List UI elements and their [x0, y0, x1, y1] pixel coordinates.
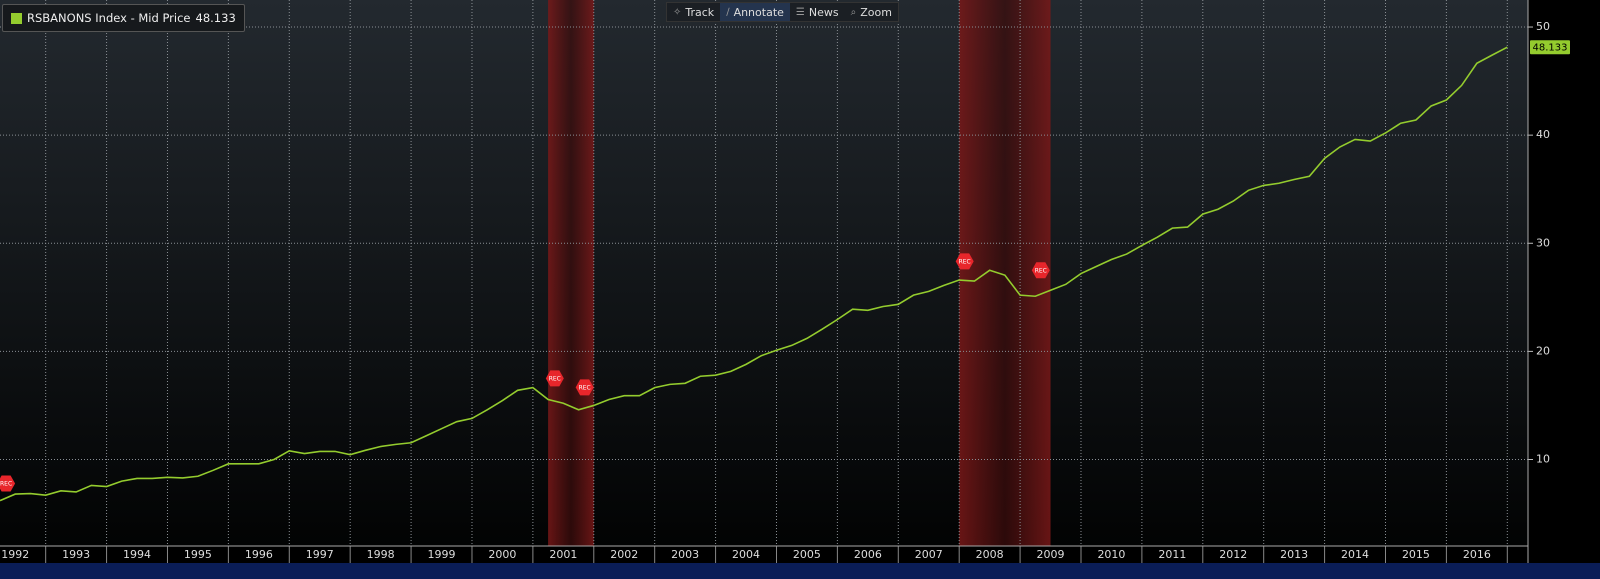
x-tick-label: 2015 [1402, 548, 1430, 561]
button-icon: ⌕ [850, 6, 857, 18]
x-tick-label: 2001 [549, 548, 577, 561]
rec-marker: REC [1031, 262, 1050, 279]
rec-label: REC [1035, 267, 1047, 274]
x-tick-label: 2012 [1219, 548, 1247, 561]
legend-swatch [11, 12, 22, 24]
button-icon: ✧ [673, 6, 682, 18]
rec-marker: REC [955, 253, 974, 270]
rec-shape [0, 475, 16, 492]
button-label: Annotate [733, 5, 784, 19]
x-tick-label: 1996 [245, 548, 273, 561]
rec-shape [1031, 262, 1050, 279]
recession-band [548, 0, 594, 546]
x-tick-label: 1997 [306, 548, 334, 561]
toolbar-button[interactable]: ⌕ Zoom [845, 3, 898, 21]
rec-label: REC [579, 384, 591, 391]
rec-label: REC [0, 481, 12, 488]
x-tick-label: 2002 [610, 548, 638, 561]
x-tick-label: 1992 [1, 548, 29, 561]
button-label: News [808, 5, 839, 19]
x-tick-label: 2008 [976, 548, 1004, 561]
bottom-bar [0, 563, 1600, 579]
toolbar-button[interactable]: ✧ Track [667, 3, 720, 21]
rec-label: REC [549, 375, 561, 382]
rec-marker: REC [545, 370, 564, 387]
x-tick-label: 1993 [62, 548, 90, 561]
x-tick-label: 2016 [1463, 548, 1491, 561]
x-axis-background [0, 546, 1528, 563]
legend: RSBANONS Index - Mid Price 48.133 [2, 4, 245, 32]
x-tick-label: 2000 [488, 548, 516, 561]
toolbar: ✧ Track ∕ Annotate ☰ News ⌕ Zoom [666, 2, 899, 22]
x-tick-label: 1998 [367, 548, 395, 561]
x-tick-label: 2013 [1280, 548, 1308, 561]
x-tick-label: 2010 [1097, 548, 1125, 561]
x-tick-label: 1995 [184, 548, 212, 561]
plot-background [0, 0, 1528, 546]
rec-shape [545, 370, 564, 387]
x-tick-label: 2011 [1158, 548, 1186, 561]
x-tick-label: 1999 [428, 548, 456, 561]
toolbar-button[interactable]: ∕ Annotate [720, 3, 790, 21]
x-tick-label: 2014 [1341, 548, 1369, 561]
rec-marker: REC [575, 379, 594, 396]
series-line [0, 46, 1508, 502]
button-icon: ∕ [726, 6, 730, 18]
y-tick-label: 10 [1536, 453, 1550, 466]
y-tick-label: 50 [1536, 20, 1550, 33]
x-tick-label: 2009 [1037, 548, 1065, 561]
y-tick-label: 20 [1536, 344, 1550, 357]
last-value-label: 48.133 [1533, 43, 1568, 54]
x-tick-label: 1994 [123, 548, 151, 561]
x-tick-label: 2007 [915, 548, 943, 561]
toolbar-button[interactable]: ☰ News [790, 3, 845, 21]
legend-value: 48.133 [195, 11, 236, 25]
x-tick-label: 2003 [671, 548, 699, 561]
button-label: Zoom [860, 5, 892, 19]
y-tick-label: 30 [1536, 236, 1550, 249]
y-tick-label: 40 [1536, 128, 1550, 141]
x-tick-label: 2006 [854, 548, 882, 561]
button-label: Track [685, 5, 715, 19]
axis-background [1528, 0, 1600, 563]
x-tick-label: 2005 [793, 548, 821, 561]
button-icon: ☰ [795, 6, 805, 18]
legend-label: RSBANONS Index - Mid Price [27, 11, 191, 25]
rec-label: REC [959, 258, 971, 265]
rec-shape [575, 379, 594, 396]
rec-shape [955, 253, 974, 270]
last-value-tag [1530, 40, 1570, 55]
rec-marker: REC [0, 475, 16, 492]
x-tick-label: 2004 [732, 548, 760, 561]
chart: 10 20 30 40 50 1992 1993 1994 1995 1996 1997 1998 19… [0, 0, 1600, 563]
